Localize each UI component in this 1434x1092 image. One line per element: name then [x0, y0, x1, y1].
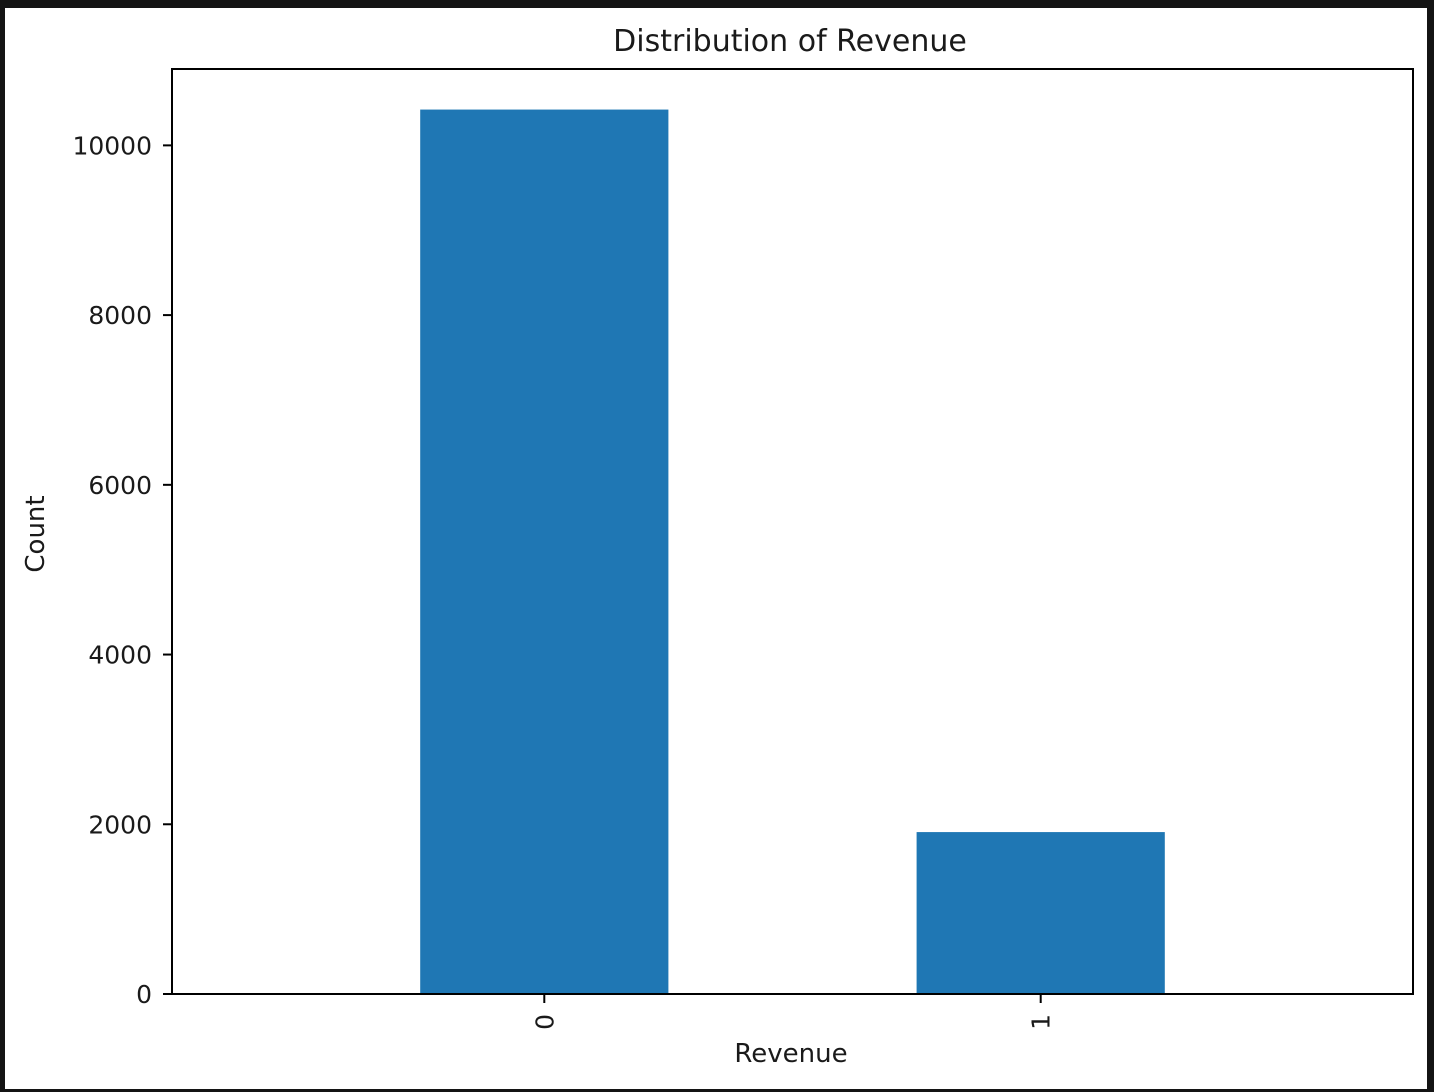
y-axis-ticks: 0 2000 4000 6000 8000 10000	[72, 131, 172, 1009]
chart-title: Distribution of Revenue	[613, 24, 967, 59]
plot-area-frame	[171, 68, 1414, 995]
x-tick-label: 1	[1027, 1014, 1056, 1030]
bar-1	[916, 832, 1165, 994]
bar-0	[420, 109, 669, 995]
x-axis-label: Revenue	[734, 1039, 847, 1069]
y-tick-label: 2000	[88, 810, 152, 839]
bar-group	[420, 109, 1165, 995]
y-tick-label: 6000	[88, 471, 152, 500]
y-tick-label: 0	[136, 980, 152, 1009]
y-axis-label: Count	[21, 495, 51, 572]
x-tick-label: 0	[530, 1014, 559, 1030]
y-tick-label: 8000	[88, 301, 152, 330]
y-tick-label: 10000	[72, 131, 152, 160]
y-tick-label: 4000	[88, 641, 152, 670]
figure-background	[5, 8, 1427, 1089]
